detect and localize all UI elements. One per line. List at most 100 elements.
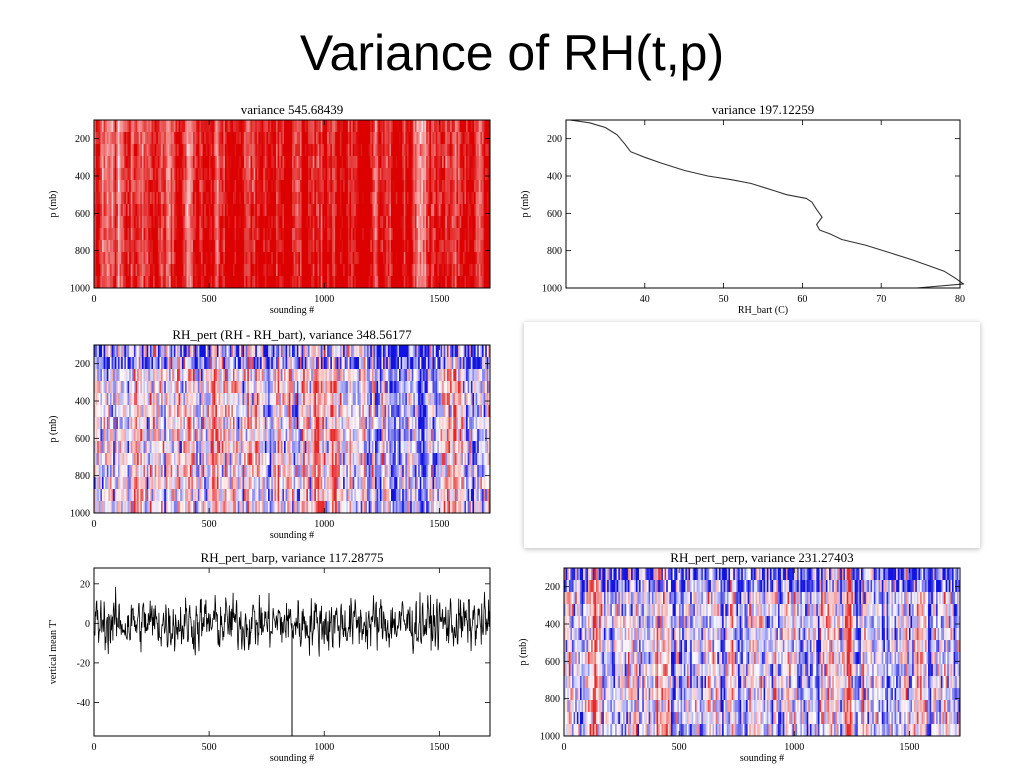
heatmap-cell: [181, 381, 184, 394]
heatmap-cell: [351, 216, 354, 229]
heatmap-cell: [108, 417, 111, 430]
heatmap-cell: [129, 168, 132, 181]
heatmap-cell: [232, 216, 235, 229]
heatmap-cell: [117, 156, 120, 169]
heatmap-cell: [196, 477, 199, 490]
heatmap-cell: [177, 144, 180, 157]
heatmap-cell: [94, 405, 96, 418]
heatmap-cell: [185, 453, 188, 466]
heatmap-cell: [464, 204, 467, 217]
heatmap-cell: [114, 228, 117, 241]
heatmap-cell: [178, 276, 181, 288]
heatmap-cell: [247, 417, 250, 430]
heatmap-cell: [440, 156, 443, 169]
heatmap-cell: [148, 264, 151, 277]
heatmap-cell: [293, 276, 296, 288]
heatmap-cell: [236, 429, 239, 442]
heatmap-cell: [223, 276, 226, 288]
heatmap-cell: [226, 132, 229, 145]
heatmap-cell: [200, 489, 203, 502]
heatmap-cell: [117, 357, 120, 370]
heatmap-cell: [98, 120, 101, 133]
heatmap-cell: [232, 429, 235, 442]
heatmap-cell: [362, 252, 365, 265]
heatmap-cell: [287, 120, 290, 133]
heatmap-cell: [239, 393, 242, 406]
heatmap-cell: [122, 216, 125, 229]
heatmap-cell: [226, 180, 229, 193]
heatmap-cell: [379, 240, 382, 253]
heatmap-cell: [352, 180, 355, 193]
heatmap-cell: [292, 204, 294, 217]
heatmap-cell: [459, 192, 462, 205]
heatmap-cell: [108, 405, 111, 418]
heatmap-cell: [100, 345, 103, 358]
heatmap-cell: [347, 252, 350, 265]
heatmap-cell: [114, 405, 117, 418]
heatmap-cell: [323, 204, 326, 217]
heatmap-cell: [101, 144, 104, 157]
heatmap-cell: [111, 132, 114, 145]
heatmap-cell: [200, 345, 203, 358]
heatmap-cell: [448, 156, 451, 169]
heatmap-cell: [97, 192, 100, 205]
heatmap-cell: [303, 180, 306, 193]
heatmap-cell: [200, 453, 203, 466]
heatmap-cell: [129, 228, 132, 241]
heatmap-cell: [130, 204, 133, 217]
heatmap-cell: [170, 252, 173, 265]
heatmap-cell: [113, 393, 116, 406]
heatmap-cell: [162, 276, 165, 288]
heatmap-cell: [394, 132, 397, 145]
heatmap-cell: [94, 393, 96, 406]
heatmap-cell: [100, 252, 103, 265]
heatmap-cell: [105, 417, 108, 430]
heatmap-cell: [234, 345, 237, 358]
heatmap-cell: [226, 369, 229, 382]
heatmap-cell: [189, 192, 192, 205]
heatmap-cell: [344, 216, 347, 229]
heatmap-cell: [391, 192, 393, 205]
heatmap-cell: [370, 120, 373, 133]
heatmap-cell: [438, 228, 441, 241]
heatmap-cell: [165, 357, 168, 370]
heatmap-cell: [95, 264, 98, 277]
heatmap-cell: [240, 489, 243, 502]
heatmap-cell: [229, 477, 232, 490]
heatmap-cell: [178, 216, 181, 229]
heatmap-cell: [231, 144, 234, 157]
heatmap-cell: [172, 489, 175, 502]
heatmap-cell: [248, 369, 251, 382]
heatmap-cell: [188, 501, 191, 513]
heatmap-cell: [266, 204, 269, 217]
heatmap-cell: [475, 216, 478, 229]
heatmap-cell: [488, 120, 490, 133]
heatmap-cell: [280, 252, 283, 265]
heatmap-cell: [124, 120, 127, 133]
heatmap-cell: [124, 204, 127, 217]
heatmap-cell: [100, 453, 103, 466]
heatmap-cell: [343, 180, 346, 193]
heatmap-cell: [212, 429, 215, 442]
heatmap-cell: [359, 180, 362, 193]
heatmap-cell: [459, 168, 462, 181]
heatmap-cell: [164, 144, 167, 157]
heatmap-cell: [154, 264, 157, 277]
heatmap-cell: [458, 192, 461, 205]
heatmap-cell: [141, 156, 144, 169]
heatmap-cell: [331, 192, 334, 205]
heatmap-cell: [138, 381, 141, 394]
heatmap-cell: [159, 156, 162, 169]
heatmap-cell: [117, 192, 120, 205]
heatmap-cell: [239, 357, 242, 370]
heatmap-cell: [411, 192, 414, 205]
heatmap-cell: [242, 120, 245, 133]
heatmap-cell: [244, 393, 247, 406]
heatmap-cell: [103, 264, 106, 277]
heatmap-cell: [410, 264, 413, 277]
heatmap-cell: [140, 357, 143, 370]
heatmap-cell: [485, 264, 488, 277]
heatmap-cell: [191, 405, 194, 418]
heatmap-cell: [367, 168, 370, 181]
heatmap-cell: [232, 501, 235, 513]
